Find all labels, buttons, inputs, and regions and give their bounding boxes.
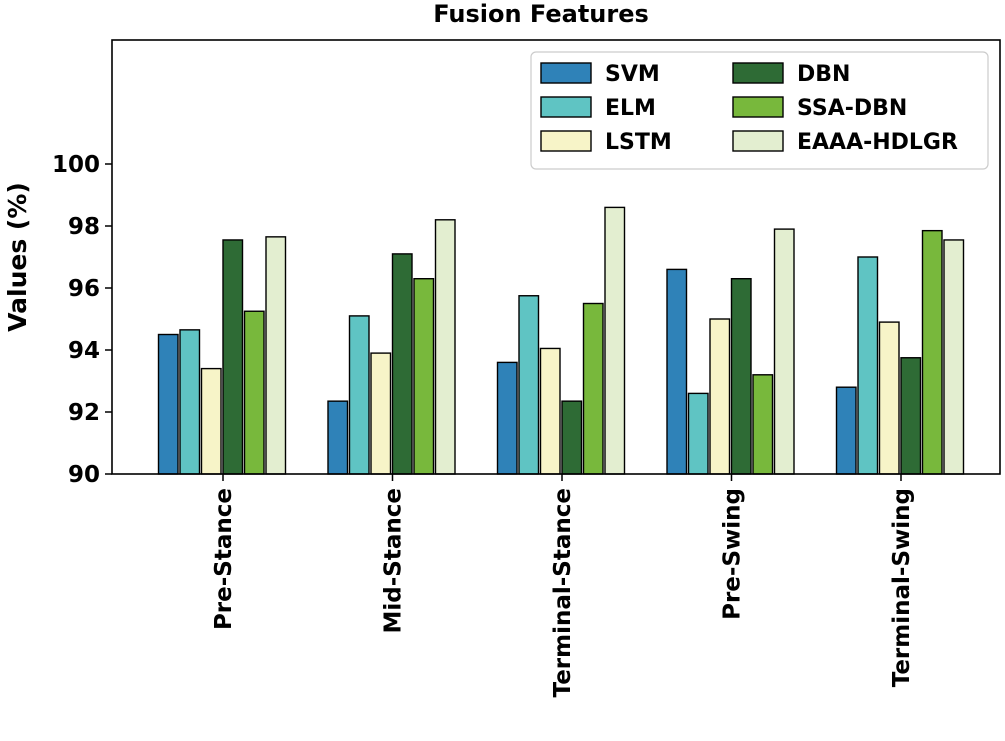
legend-label-dbn: DBN xyxy=(797,62,850,87)
bar-ssa-dbn-pre-swing xyxy=(752,374,774,475)
bar-ssa-dbn-mid-stance xyxy=(413,278,435,475)
bar-svm-terminal-stance xyxy=(496,361,518,475)
bar-elm-mid-stance xyxy=(348,315,370,475)
legend-label-eaaa-hdlgr: EAAA-HDLGR xyxy=(797,130,958,155)
bar-ssa-dbn-terminal-stance xyxy=(582,302,604,475)
legend: SVM ELM LSTM DBN SSA-DBN EAAA-HDLGR xyxy=(530,51,989,170)
bar-dbn-terminal-swing xyxy=(900,357,922,475)
bar-lstm-pre-swing xyxy=(709,318,731,475)
y-tick-label: 98 xyxy=(68,214,100,240)
y-tick-label: 90 xyxy=(68,462,100,488)
bar-eaaa-hdlgr-terminal-stance xyxy=(604,206,626,475)
bar-ssa-dbn-terminal-swing xyxy=(921,229,943,475)
y-tick-label: 92 xyxy=(68,400,100,426)
bar-elm-terminal-swing xyxy=(857,256,879,475)
bar-eaaa-hdlgr-terminal-swing xyxy=(943,239,965,475)
bar-dbn-terminal-stance xyxy=(561,400,583,475)
x-axis-ticks: Pre-Stance Mid-Stance Terminal-Stance Pre-S… xyxy=(211,474,915,697)
x-tick-label-terminal-swing: Terminal-Swing xyxy=(889,488,915,687)
bar-eaaa-hdlgr-pre-swing xyxy=(773,228,795,475)
legend-label-elm: ELM xyxy=(605,96,656,121)
y-tick-label: 100 xyxy=(52,152,100,178)
bar-eaaa-hdlgr-pre-stance xyxy=(265,236,287,475)
bar-lstm-terminal-stance xyxy=(539,347,561,475)
x-tick-label-pre-swing: Pre-Swing xyxy=(720,488,746,620)
bar-elm-pre-stance xyxy=(179,329,201,475)
bar-svm-mid-stance xyxy=(327,400,349,475)
x-tick-label-pre-stance: Pre-Stance xyxy=(211,488,237,630)
x-tick-label-terminal-stance: Terminal-Stance xyxy=(550,488,576,697)
bar-dbn-pre-swing xyxy=(730,278,752,475)
bar-lstm-terminal-swing xyxy=(878,321,900,475)
y-tick-label: 96 xyxy=(68,276,100,302)
bars-group xyxy=(157,206,965,475)
y-axis-ticks: 90 92 94 96 98 100 xyxy=(52,152,112,488)
legend-label-svm: SVM xyxy=(605,62,660,87)
legend-swatch-ssa-dbn xyxy=(732,96,784,118)
chart-title: Fusion Features xyxy=(433,0,649,28)
bar-lstm-mid-stance xyxy=(370,352,392,475)
plot-frame xyxy=(111,39,1001,475)
bar-eaaa-hdlgr-mid-stance xyxy=(434,219,456,475)
bar-ssa-dbn-pre-stance xyxy=(243,310,265,475)
y-axis-label: Values (%) xyxy=(3,182,32,332)
bar-dbn-mid-stance xyxy=(391,253,413,475)
bar-elm-terminal-stance xyxy=(518,295,540,475)
bar-svm-pre-swing xyxy=(666,268,688,475)
bar-lstm-pre-stance xyxy=(200,367,222,475)
legend-swatch-dbn xyxy=(732,62,784,84)
legend-swatch-elm xyxy=(540,96,592,118)
bar-svm-terminal-swing xyxy=(835,386,857,475)
legend-swatch-svm xyxy=(540,62,592,84)
legend-label-lstm: LSTM xyxy=(605,130,672,155)
bar-elm-pre-swing xyxy=(687,392,709,475)
x-tick-label-mid-stance: Mid-Stance xyxy=(381,488,407,633)
legend-swatch-lstm xyxy=(540,130,592,152)
legend-swatch-eaaa-hdlgr xyxy=(732,130,784,152)
legend-label-ssa-dbn: SSA-DBN xyxy=(797,96,907,121)
y-tick-label: 94 xyxy=(68,338,100,364)
bar-svm-pre-stance xyxy=(157,333,179,475)
bar-dbn-pre-stance xyxy=(222,239,244,475)
